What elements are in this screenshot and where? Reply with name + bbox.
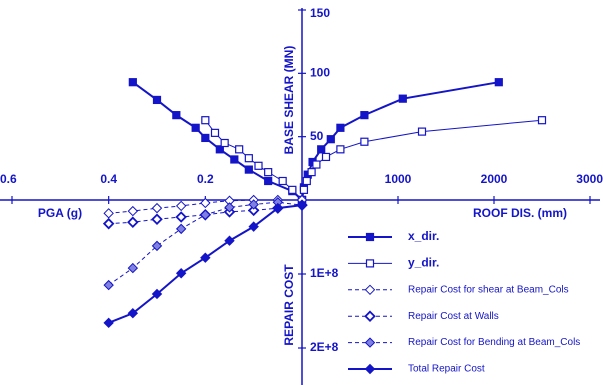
marker bbox=[244, 165, 253, 174]
marker bbox=[336, 145, 345, 154]
marker bbox=[220, 138, 229, 148]
marker bbox=[201, 133, 210, 143]
marker bbox=[248, 199, 259, 210]
legend-label: Repair Cost at Walls bbox=[408, 311, 499, 322]
marker bbox=[336, 123, 345, 132]
marker bbox=[102, 217, 115, 230]
marker bbox=[398, 94, 407, 103]
marker bbox=[264, 168, 273, 177]
legend-marker bbox=[364, 337, 376, 348]
marker bbox=[151, 240, 163, 252]
marker bbox=[264, 176, 273, 186]
marker bbox=[128, 78, 137, 87]
marker bbox=[417, 127, 427, 136]
marker bbox=[296, 199, 308, 211]
y-tick-label: 100 bbox=[310, 66, 330, 80]
marker bbox=[151, 202, 163, 214]
marker bbox=[537, 116, 547, 125]
x-tick-label: 3000 bbox=[576, 172, 603, 186]
marker bbox=[321, 152, 331, 162]
x-axis-title: ROOF DIS. (mm) bbox=[473, 206, 567, 220]
marker bbox=[127, 308, 139, 319]
marker bbox=[152, 95, 162, 105]
marker bbox=[151, 288, 163, 300]
y-tick-label: 150 bbox=[310, 6, 330, 20]
marker bbox=[224, 202, 235, 213]
marker bbox=[103, 317, 114, 329]
marker bbox=[312, 160, 321, 169]
legend-marker bbox=[364, 310, 376, 322]
legend-label: Repair Cost for Bending at Beam_Cols bbox=[408, 337, 580, 348]
marker bbox=[278, 176, 287, 186]
marker bbox=[272, 202, 284, 214]
marker bbox=[302, 176, 311, 186]
legend-marker bbox=[364, 363, 376, 375]
marker bbox=[307, 168, 316, 177]
y-tick-label: 1E+8 bbox=[310, 266, 339, 280]
marker bbox=[288, 185, 297, 194]
marker bbox=[326, 135, 335, 144]
marker bbox=[360, 111, 369, 120]
x-tick-label: 0.2 bbox=[197, 172, 214, 186]
marker bbox=[317, 145, 326, 154]
marker bbox=[248, 221, 259, 232]
marker bbox=[247, 204, 260, 217]
series-line bbox=[204, 119, 303, 201]
marker bbox=[175, 268, 187, 279]
x-tick-label: 0.6 bbox=[0, 172, 17, 186]
series-line bbox=[301, 119, 543, 201]
marker bbox=[175, 211, 187, 223]
marker bbox=[360, 137, 369, 146]
marker bbox=[224, 235, 235, 246]
y-tick-label: 50 bbox=[310, 129, 324, 143]
legend-label: Total Repair Cost bbox=[408, 364, 485, 375]
marker bbox=[127, 216, 139, 228]
marker bbox=[175, 200, 187, 212]
series-line bbox=[108, 204, 303, 225]
legend-label: x_dir. bbox=[408, 229, 439, 243]
legend-label: y_dir. bbox=[408, 256, 439, 270]
marker bbox=[200, 197, 211, 209]
marker bbox=[172, 111, 181, 120]
legend-marker bbox=[365, 259, 375, 268]
legend-marker bbox=[364, 284, 376, 296]
y-axis-title: BASE SHEAR (MN) bbox=[282, 46, 296, 155]
marker bbox=[254, 161, 263, 170]
marker bbox=[210, 128, 220, 137]
legend-marker bbox=[365, 232, 375, 242]
marker bbox=[200, 252, 211, 263]
marker bbox=[230, 155, 239, 164]
marker bbox=[200, 209, 211, 221]
marker bbox=[103, 208, 114, 219]
marker bbox=[235, 145, 244, 154]
legend-label: Repair Cost for shear at Beam_Cols bbox=[408, 284, 569, 295]
marker bbox=[175, 223, 187, 235]
marker bbox=[299, 185, 309, 194]
marker bbox=[103, 279, 114, 291]
x-tick-label: 2000 bbox=[481, 172, 508, 186]
marker bbox=[244, 154, 253, 163]
series-line bbox=[108, 199, 302, 214]
marker bbox=[191, 123, 200, 132]
y-tick-label: 2E+8 bbox=[310, 340, 339, 354]
marker bbox=[151, 213, 163, 226]
marker bbox=[201, 116, 210, 125]
y-axis-title: REPAIR COST bbox=[282, 264, 296, 346]
marker bbox=[127, 205, 139, 217]
marker bbox=[494, 78, 503, 87]
marker bbox=[127, 262, 139, 274]
x-axis-title: PGA (g) bbox=[38, 206, 82, 220]
x-tick-label: 1000 bbox=[385, 172, 412, 186]
marker bbox=[215, 145, 224, 154]
x-tick-label: 0.4 bbox=[100, 172, 117, 186]
